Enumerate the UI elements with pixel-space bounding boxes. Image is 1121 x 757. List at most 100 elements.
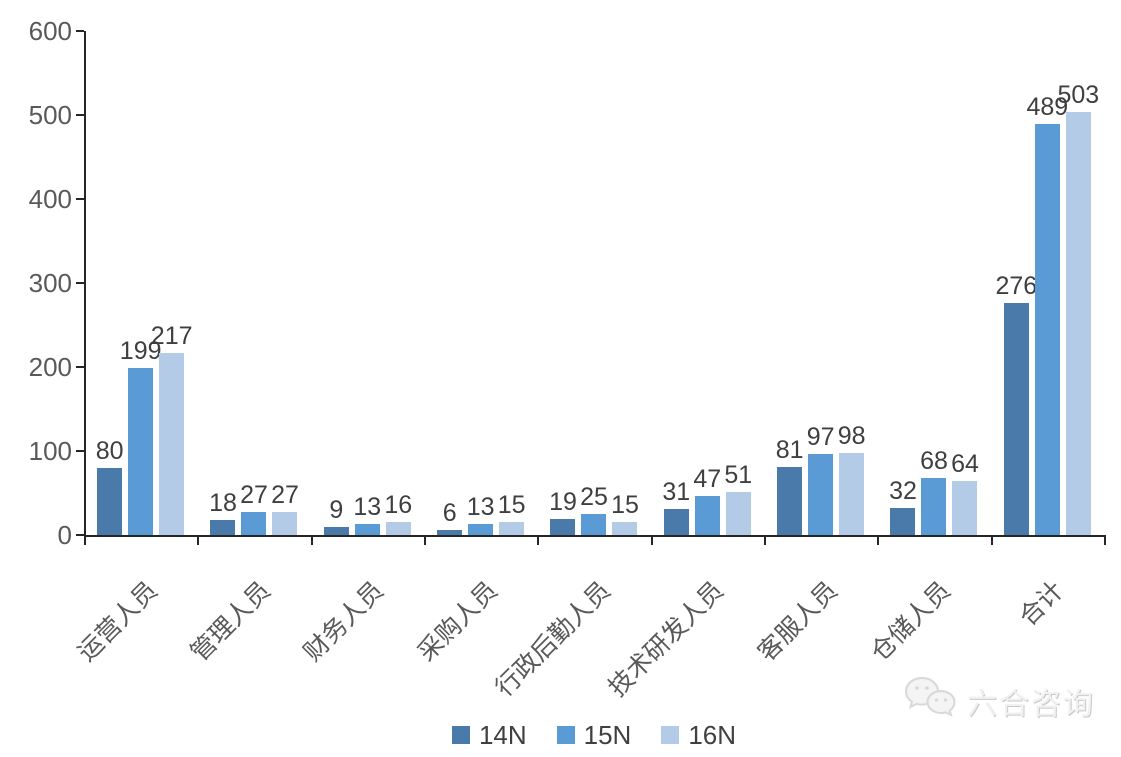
legend-label: 15N: [583, 720, 632, 750]
y-axis-tick-label: 200: [28, 352, 72, 382]
bar-group: 81 97 98: [764, 31, 877, 535]
bar: 25: [580, 485, 608, 535]
bar: 199: [120, 338, 162, 535]
y-axis-tick: [76, 366, 84, 368]
y-axis-tick: [76, 30, 84, 32]
bar: 217: [151, 323, 193, 535]
bar: 68: [920, 448, 948, 535]
legend-item: 15N: [556, 720, 632, 750]
legend-swatch: [451, 726, 470, 744]
wechat-icon: [901, 672, 959, 729]
bar: 97: [807, 424, 835, 535]
x-axis-line: [84, 535, 1106, 537]
bar-value-label: 81: [775, 435, 804, 464]
bar-value-label: 15: [611, 491, 639, 520]
bar-value-label: 276: [995, 272, 1038, 301]
y-axis-tick-label: 300: [28, 268, 72, 298]
bar-value-label: 19: [549, 488, 577, 517]
y-axis-tick-label: 400: [28, 184, 72, 214]
bar-value-label: 51: [724, 461, 753, 490]
bar-value-label: 503: [1057, 81, 1100, 110]
bar: 9: [323, 498, 349, 535]
bar-group: 19 25 15: [537, 31, 650, 535]
legend-item: 16N: [661, 722, 736, 748]
bar: 27: [271, 483, 299, 535]
bar-value-label: 25: [580, 483, 608, 511]
y-axis-tick: [76, 114, 84, 116]
bar-value-label: 217: [150, 321, 193, 350]
bar: 16: [384, 492, 412, 535]
y-axis-tick-label: 100: [28, 436, 72, 466]
bar: 47: [693, 466, 721, 535]
category-label: 财务人员: [298, 576, 390, 667]
bar: 503: [1057, 83, 1099, 535]
y-axis-tick: [76, 282, 84, 284]
bar-value-label: 47: [693, 464, 722, 493]
y-axis-tick: [76, 450, 84, 452]
bar-value-label: 27: [240, 481, 268, 510]
bar-value-label: 199: [119, 336, 162, 365]
x-axis-tick: [764, 537, 766, 545]
bar-value-label: 68: [920, 446, 948, 475]
bar-value-label: 31: [662, 477, 691, 506]
y-axis-tick: [76, 198, 84, 200]
bar-group: 18 27 27: [197, 31, 310, 535]
y-axis-tick: [76, 534, 84, 536]
bar: 98: [838, 423, 866, 535]
bar: 276: [995, 274, 1037, 535]
bar-value-label: 13: [466, 493, 495, 522]
bar-group: 32 68 64: [877, 31, 990, 535]
bar-value-label: 98: [837, 421, 866, 450]
x-axis-tick: [197, 537, 200, 545]
bar-value-label: 97: [806, 422, 835, 451]
x-axis-tick: [877, 537, 880, 545]
legend-item: 14N: [451, 720, 527, 750]
watermark: 六合咨询: [901, 672, 1095, 729]
bar: 6: [437, 500, 463, 535]
category-label: 仓储人员: [865, 576, 957, 667]
bar: 51: [724, 463, 752, 535]
bar: 27: [240, 483, 268, 535]
bar-value-label: 489: [1026, 93, 1069, 122]
category-label: 合计: [1014, 576, 1070, 632]
bar-group: 276 489 503: [991, 31, 1104, 535]
y-axis-line: [84, 31, 86, 537]
bar-value-label: 15: [497, 491, 526, 520]
bar: 15: [498, 493, 526, 535]
bar: 489: [1026, 95, 1068, 535]
x-axis-tick: [990, 537, 993, 545]
category-label: 管理人员: [185, 576, 277, 667]
bar-value-label: 64: [951, 450, 979, 479]
category-label: 行政后勤人员: [490, 576, 617, 703]
bar: 15: [611, 493, 639, 535]
category-label: 运营人员: [72, 576, 163, 667]
bar: 32: [889, 479, 917, 535]
category-label: 客服人员: [752, 576, 843, 667]
bar-value-label: 9: [329, 496, 344, 525]
bar-value-label: 32: [889, 477, 917, 506]
bar: 13: [467, 495, 495, 535]
bar-group: 6 13 15: [424, 31, 537, 535]
bar: 19: [549, 490, 577, 535]
bar: 64: [951, 452, 979, 535]
x-axis-tick: [310, 537, 313, 545]
y-axis-tick-label: 0: [57, 520, 72, 550]
bar-group: 31 47 51: [651, 31, 764, 535]
watermark-text: 六合咨询: [967, 687, 1095, 721]
x-axis-tick: [537, 537, 540, 545]
bar: 13: [353, 495, 381, 535]
y-axis-tick-label: 500: [28, 100, 72, 130]
bar-group: 80 199 217: [84, 31, 197, 535]
legend-swatch: [556, 726, 575, 744]
bar: 81: [776, 437, 804, 535]
bar-value-label: 6: [442, 498, 457, 527]
bar-value-label: 18: [209, 488, 237, 517]
legend-label: 16N: [688, 720, 737, 750]
x-axis-tick: [424, 537, 426, 545]
chart-legend: 14N 15N 16N: [84, 722, 1104, 748]
bar: 18: [209, 490, 237, 535]
legend-label: 14N: [478, 720, 527, 750]
bar-value-label: 13: [353, 493, 382, 522]
category-label: 采购人员: [412, 576, 503, 667]
